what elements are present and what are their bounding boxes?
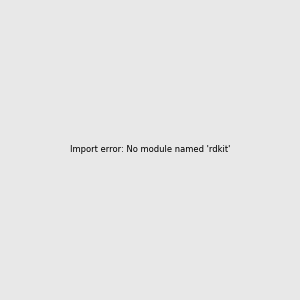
- Text: Import error: No module named 'rdkit': Import error: No module named 'rdkit': [70, 146, 230, 154]
